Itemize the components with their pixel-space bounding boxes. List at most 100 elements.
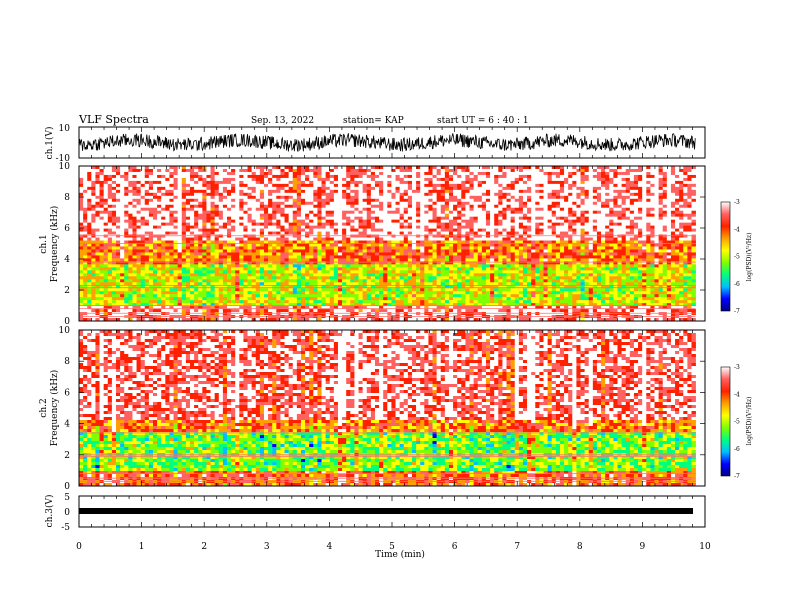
spectrogram-cell bbox=[375, 202, 379, 205]
spectrogram-cell bbox=[313, 190, 317, 193]
spectrogram-cell bbox=[297, 205, 301, 208]
spectrogram-cell bbox=[564, 184, 568, 187]
spectrogram-cell bbox=[404, 202, 408, 205]
spectrogram-cell bbox=[453, 181, 457, 184]
spectrogram-cell bbox=[243, 175, 247, 178]
spectrogram-cell bbox=[371, 175, 375, 178]
spectrogram-cell bbox=[482, 184, 486, 187]
spectrogram-cell bbox=[531, 199, 535, 202]
spectrogram-cell bbox=[396, 187, 400, 190]
spectrogram-cell bbox=[630, 199, 634, 202]
spectrogram-cell bbox=[149, 172, 153, 175]
spectrogram-cell bbox=[535, 172, 539, 175]
spectrogram-cell bbox=[322, 169, 326, 172]
spectrogram-cell bbox=[231, 175, 235, 178]
spectrogram-cell bbox=[248, 205, 252, 208]
spectrogram-cell bbox=[408, 199, 412, 202]
spectrogram-cell bbox=[515, 178, 519, 181]
spectrogram-cell bbox=[387, 178, 391, 181]
spectrogram-cell bbox=[535, 202, 539, 205]
spectrogram-cell bbox=[404, 187, 408, 190]
spectrogram-cell bbox=[326, 181, 330, 184]
spectrogram-cell bbox=[527, 196, 531, 199]
spectrogram-cell bbox=[609, 178, 613, 181]
spectrogram-cell bbox=[202, 199, 206, 202]
spectrogram-cell bbox=[313, 205, 317, 208]
spectrogram-cell bbox=[687, 184, 691, 187]
spectrogram-cell bbox=[305, 202, 309, 205]
spectrogram-cell bbox=[408, 169, 412, 172]
spectrogram-cell bbox=[626, 172, 630, 175]
spectrogram-cell bbox=[556, 193, 560, 196]
spectrogram-cell bbox=[691, 169, 695, 172]
spectrogram-cell bbox=[326, 190, 330, 193]
spectrogram-cell bbox=[305, 184, 309, 187]
spectrogram-cell bbox=[350, 181, 354, 184]
spectrogram-cell bbox=[675, 181, 679, 184]
spectrogram-cell bbox=[79, 181, 83, 184]
spectrogram-cell bbox=[605, 169, 609, 172]
spectrogram-cell bbox=[556, 172, 560, 175]
spectrogram-cell bbox=[581, 187, 585, 190]
spectrogram-cell bbox=[490, 190, 494, 193]
spectrogram-cell bbox=[128, 169, 132, 172]
spectrogram-cell bbox=[305, 190, 309, 193]
spectrogram-cell bbox=[276, 169, 280, 172]
spectrogram-cell bbox=[593, 172, 597, 175]
spectrogram-cell bbox=[141, 202, 145, 205]
spectrogram-cell bbox=[597, 205, 601, 208]
spectrogram-cell bbox=[95, 175, 99, 178]
spectrogram-cell bbox=[178, 205, 182, 208]
spectrogram-cell bbox=[359, 196, 363, 199]
spectrogram-cell bbox=[638, 175, 642, 178]
spectrogram-cell bbox=[593, 199, 597, 202]
spectrogram-cell bbox=[243, 202, 247, 205]
spectrogram-cell bbox=[581, 196, 585, 199]
spectrogram-cell bbox=[132, 202, 136, 205]
spectrogram-cell bbox=[174, 175, 178, 178]
spectrogram-cell bbox=[470, 181, 474, 184]
spectrogram-cell bbox=[433, 193, 437, 196]
spectrogram-cell bbox=[511, 187, 515, 190]
spectrogram-cell bbox=[683, 193, 687, 196]
spectrogram-cell bbox=[280, 205, 284, 208]
spectrogram-cell bbox=[157, 184, 161, 187]
spectrogram-cell bbox=[141, 199, 145, 202]
spectrogram-cell bbox=[346, 178, 350, 181]
spectrogram-cell bbox=[91, 175, 95, 178]
spectrogram-cell bbox=[626, 178, 630, 181]
spectrogram-cell bbox=[317, 172, 321, 175]
spectrogram-cell bbox=[120, 190, 124, 193]
spectrogram-cell bbox=[572, 196, 576, 199]
spectrogram-cell bbox=[511, 196, 515, 199]
spectrogram-cell bbox=[593, 187, 597, 190]
spectrogram-cell bbox=[215, 178, 219, 181]
spectrogram-cell bbox=[379, 193, 383, 196]
spectrogram-cell bbox=[556, 196, 560, 199]
spectrogram-cell bbox=[465, 196, 469, 199]
spectrogram-cell bbox=[667, 172, 671, 175]
spectrogram-cell bbox=[457, 184, 461, 187]
spectrogram-cell bbox=[568, 169, 572, 172]
spectrogram-cell bbox=[309, 190, 313, 193]
spectrogram-cell bbox=[83, 190, 87, 193]
spectrogram-cell bbox=[465, 199, 469, 202]
spectrogram-cell bbox=[182, 196, 186, 199]
spectrogram-cell bbox=[149, 181, 153, 184]
spectrogram-cell bbox=[276, 175, 280, 178]
spectrogram-cell bbox=[502, 175, 506, 178]
spectrogram-cell bbox=[404, 178, 408, 181]
spectrogram-cell bbox=[301, 181, 305, 184]
spectrogram-cell bbox=[667, 202, 671, 205]
spectrogram-cell bbox=[486, 205, 490, 208]
spectrogram-cell bbox=[494, 169, 498, 172]
spectrogram-cell bbox=[309, 178, 313, 181]
spectrogram-cell bbox=[342, 175, 346, 178]
spectrogram-cell bbox=[363, 172, 367, 175]
spectrogram-cell bbox=[568, 205, 572, 208]
spectrogram-cell bbox=[634, 199, 638, 202]
spectrogram-cell bbox=[363, 187, 367, 190]
spectrogram-cell bbox=[128, 184, 132, 187]
spectrogram-cell bbox=[297, 169, 301, 172]
spectrogram-cell bbox=[589, 184, 593, 187]
